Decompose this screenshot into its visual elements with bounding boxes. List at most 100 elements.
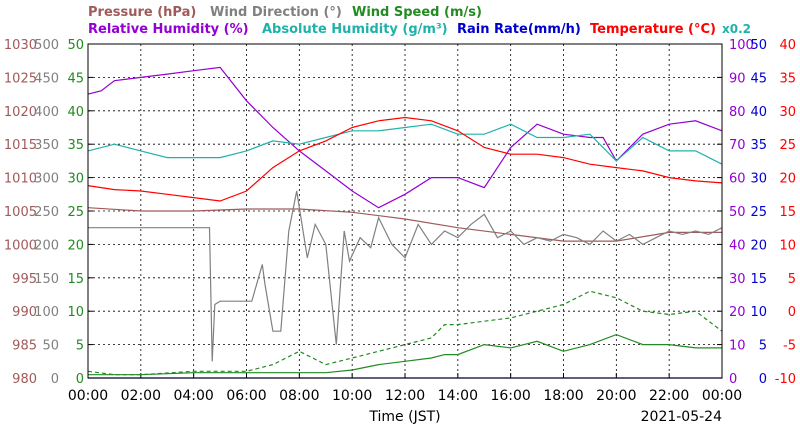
legend-pressure: Pressure (hPa) [88,5,196,20]
x-tick-label: 10:00 [332,388,372,404]
y-tick-label-wind-speed: 5 [76,339,84,354]
x-tick-label: 18:00 [543,388,583,404]
y-tick-label-rain-rate: 25 [750,205,767,220]
y-tick-label-relative-humidity: 10 [729,339,746,354]
y-tick-label-relative-humidity: 60 [729,172,746,187]
legend-wind-speed: Wind Speed (m/s) [352,5,482,20]
x-tick-label: 12:00 [385,388,425,404]
x-tick-label: 08:00 [279,388,319,404]
y-tick-label-wind-speed: 40 [67,105,84,120]
y-tick-label-temperature: -5 [783,339,796,354]
y-tick-label-temperature: 10 [779,238,796,253]
y-tick-label-pressure: 980 [12,372,37,387]
series-wind-speed-m-s [88,333,722,376]
x-tick-label: 06:00 [226,388,266,404]
x-tick-label: 04:00 [173,388,213,404]
y-tick-label-pressure: 995 [12,272,37,287]
series-relative-humidity [87,66,723,209]
y-tick-label-wind-speed: 35 [67,138,84,153]
y-tick-label-pressure: 1005 [4,205,37,220]
y-tick-label-relative-humidity: 30 [729,272,746,287]
series-wind-direction [88,190,723,362]
y-tick-label-wind-direction: 50 [42,339,59,354]
y-tick-label-relative-humidity: 90 [729,71,746,86]
y-tick-label-temperature: 25 [779,138,796,153]
y-tick-label-pressure: 1015 [4,138,37,153]
y-tick-label-pressure: 1030 [4,38,37,53]
y-tick-label-wind-speed: 0 [76,372,84,387]
x-tick-label: 00:00 [68,388,108,404]
y-tick-label-wind-speed: 20 [67,238,84,253]
y-tick-label-wind-direction: 200 [34,238,59,253]
series-absolute-humidity-g-m [87,123,723,165]
y-tick-label-wind-direction: 450 [34,71,59,86]
y-tick-label-rain-rate: 30 [750,172,767,187]
legend-rain-rate: Rain Rate(mm/h) [457,22,581,37]
y-tick-label-pressure: 985 [12,339,37,354]
legend-relative-humidity: Relative Humidity (%) [88,22,249,37]
y-tick-label-rain-rate: 50 [750,38,767,53]
y-tick-label-rain-rate: 45 [750,71,767,86]
y-tick-label-wind-speed: 25 [67,205,84,220]
y-tick-label-wind-speed: 15 [67,272,84,287]
y-tick-label-relative-humidity: 80 [729,105,746,120]
y-tick-label-pressure: 1010 [4,172,37,187]
y-tick-label-wind-speed: 10 [67,305,84,320]
y-tick-label-relative-humidity: 40 [729,238,746,253]
x-tick-label: 02:00 [121,388,161,404]
x-tick-label: 22:00 [649,388,689,404]
legend-absolute-humidity: Absolute Humidity (g/m³) [262,22,448,37]
y-tick-label-wind-speed: 50 [67,38,84,53]
y-tick-label-wind-speed: 45 [67,71,84,86]
y-tick-label-wind-direction: 0 [51,372,59,387]
y-tick-label-rain-rate: 5 [759,339,767,354]
axes: 00:00 02:00 04:00 06:00 08:00 10:00 12:00 14:00… [4,38,796,404]
y-tick-label-temperature: 30 [779,105,796,120]
date-label: 2021-05-24 [641,409,722,425]
y-tick-label-rain-rate: 10 [750,305,767,320]
y-tick-label-relative-humidity: 50 [729,205,746,220]
y-tick-label-rain-rate: 35 [750,138,767,153]
y-tick-label-temperature: 40 [779,38,796,53]
y-tick-label-rain-rate: 40 [750,105,767,120]
y-tick-label-rain-rate: 15 [750,272,767,287]
y-tick-label-rain-rate: 0 [759,372,767,387]
y-tick-label-pressure: 1020 [4,105,37,120]
y-tick-label-relative-humidity: 100 [729,38,754,53]
legend: Pressure (hPa) Wind Direction (°) Wind S… [88,5,751,37]
x-tick-label: 00:00 [702,388,742,404]
legend-temperature: Temperature (°C) [590,22,716,37]
x-axis-label: Time (JST) [368,409,440,425]
y-tick-label-wind-direction: 300 [34,172,59,187]
series-temperature-c [87,116,723,202]
y-tick-label-wind-direction: 400 [34,105,59,120]
legend-wind-direction: Wind Direction (°) [210,5,342,20]
y-tick-label-temperature: -10 [775,372,796,387]
y-tick-label-temperature: 5 [788,272,796,287]
x-tick-label: 14:00 [438,388,478,404]
plot-frame [87,43,723,379]
series-wind-speed-gust-m-s [87,290,723,376]
y-tick-label-wind-direction: 100 [34,305,59,320]
y-tick-label-relative-humidity: 70 [729,138,746,153]
y-tick-label-relative-humidity: 0 [729,372,737,387]
y-tick-label-temperature: 0 [788,305,796,320]
y-tick-label-pressure: 1000 [4,238,37,253]
y-tick-label-wind-direction: 350 [34,138,59,153]
y-tick-label-temperature: 35 [779,71,796,86]
x-tick-label: 20:00 [596,388,636,404]
y-tick-label-temperature: 20 [779,172,796,187]
y-tick-label-wind-speed: 30 [67,172,84,187]
y-tick-label-temperature: 15 [779,205,796,220]
y-tick-label-pressure: 990 [12,305,37,320]
y-tick-label-relative-humidity: 20 [729,305,746,320]
y-tick-label-wind-direction: 150 [34,272,59,287]
y-tick-label-pressure: 1025 [4,71,37,86]
legend-rain-multiplier: x0.2 [722,22,751,36]
y-tick-label-wind-direction: 500 [34,38,59,53]
x-tick-label: 16:00 [490,388,530,404]
y-tick-label-rain-rate: 20 [750,238,767,253]
y-tick-label-wind-direction: 250 [34,205,59,220]
series-layer [87,66,723,379]
